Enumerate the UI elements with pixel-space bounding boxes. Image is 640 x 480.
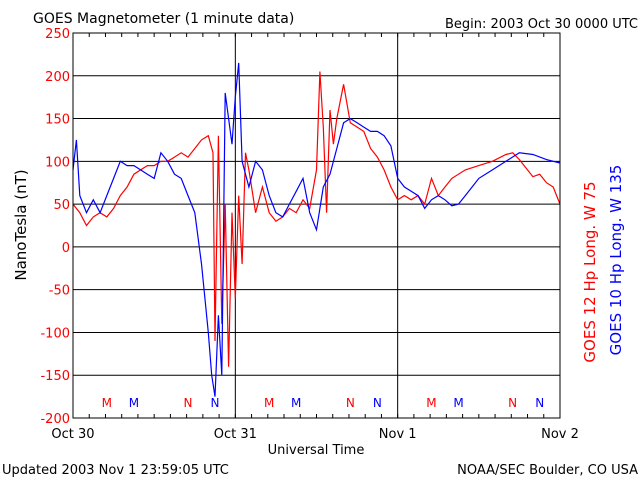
series-line-goes10: [72, 62, 561, 397]
marker-noon: N: [373, 396, 382, 410]
begin-label: Begin: 2003 Oct 30 0000 UTC: [445, 17, 638, 32]
y-tick-label: -150: [40, 369, 70, 384]
chart-title: GOES Magnetometer (1 minute data): [33, 11, 294, 27]
y-tick-label: 50: [53, 198, 70, 213]
y-tick-label: 100: [45, 155, 70, 170]
marker-midnight: M: [102, 396, 112, 410]
marker-midnight: M: [129, 396, 139, 410]
x-tick-label: Nov 1: [379, 427, 417, 442]
marker-midnight: M: [264, 396, 274, 410]
y-tick-label: -100: [40, 326, 70, 341]
series-line-goes12: [72, 71, 561, 367]
y-axis-label: NanoTesla (nT): [12, 169, 30, 280]
y-tick-label: 250: [45, 27, 70, 42]
marker-noon: N: [508, 396, 517, 410]
y-tick-label: 150: [45, 113, 70, 128]
marker-midnight: M: [426, 396, 436, 410]
legend-goes12: GOES 12 Hp Long. W 75: [581, 181, 599, 362]
marker-noon: N: [183, 396, 192, 410]
y-tick-label: 0: [62, 241, 70, 256]
plot-frame: [72, 32, 561, 419]
y-tick-label: -200: [40, 412, 70, 427]
x-tick-label: Oct 30: [51, 427, 94, 442]
x-tick-label: Oct 31: [214, 427, 257, 442]
x-tick-label: Nov 2: [541, 427, 579, 442]
y-tick-label: -50: [49, 284, 70, 299]
legend-goes10: GOES 10 Hp Long. W 135: [607, 165, 625, 356]
marker-midnight: M: [291, 396, 301, 410]
footer-updated: Updated 2003 Nov 1 23:59:05 UTC: [2, 463, 229, 478]
x-axis-label: Universal Time: [268, 443, 365, 458]
marker-midnight: M: [453, 396, 463, 410]
marker-noon: N: [346, 396, 355, 410]
y-tick-label: 200: [45, 70, 70, 85]
footer-source: NOAA/SEC Boulder, CO USA: [457, 463, 638, 478]
marker-noon: N: [535, 396, 544, 410]
marker-noon: N: [211, 396, 220, 410]
